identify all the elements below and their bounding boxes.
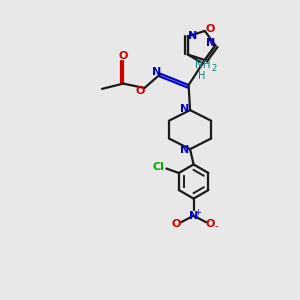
Text: H: H	[198, 71, 205, 81]
Text: N: N	[206, 38, 215, 48]
Text: NH: NH	[195, 60, 211, 70]
Text: O: O	[206, 219, 215, 229]
Text: -: -	[214, 221, 218, 231]
Text: N: N	[180, 104, 190, 114]
Text: O: O	[172, 219, 181, 229]
Text: N: N	[189, 211, 198, 221]
Text: O: O	[136, 86, 145, 96]
Text: N: N	[152, 67, 161, 77]
Text: O: O	[118, 51, 128, 61]
Text: +: +	[194, 208, 201, 217]
Text: 2: 2	[212, 64, 217, 73]
Text: N: N	[188, 31, 197, 41]
Text: Cl: Cl	[153, 161, 165, 172]
Text: N: N	[180, 145, 190, 155]
Text: O: O	[205, 24, 214, 34]
